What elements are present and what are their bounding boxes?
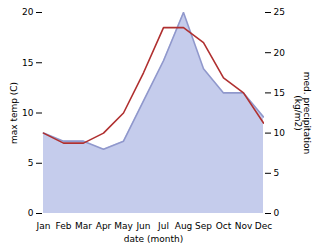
svg-text:5: 5 [28,158,34,168]
svg-text:5: 5 [274,168,280,178]
svg-text:May: May [114,221,133,231]
svg-text:15: 15 [22,58,33,68]
svg-text:20: 20 [274,48,286,58]
svg-text:Apr: Apr [96,221,112,231]
svg-text:15: 15 [274,88,285,98]
svg-text:10: 10 [274,128,286,138]
svg-text:10: 10 [22,108,34,118]
svg-text:20: 20 [22,7,34,17]
svg-text:Jul: Jul [157,221,169,231]
svg-text:Mar: Mar [75,221,92,231]
svg-text:Sep: Sep [195,221,212,231]
svg-text:max temp (C): max temp (C) [9,82,19,144]
svg-text:Aug: Aug [175,221,193,231]
svg-text:0: 0 [274,208,280,218]
svg-text:Feb: Feb [56,221,72,231]
svg-text:Dec: Dec [255,221,272,231]
svg-text:med. precipitation(kg/m2): med. precipitation(kg/m2) [293,72,312,154]
svg-text:0: 0 [28,208,34,218]
svg-text:Oct: Oct [216,221,232,231]
svg-text:Nov: Nov [235,221,253,231]
svg-text:Jun: Jun [135,221,150,231]
svg-text:25: 25 [274,7,285,17]
svg-text:Jan: Jan [36,221,51,231]
svg-text:date (month): date (month) [124,234,183,244]
